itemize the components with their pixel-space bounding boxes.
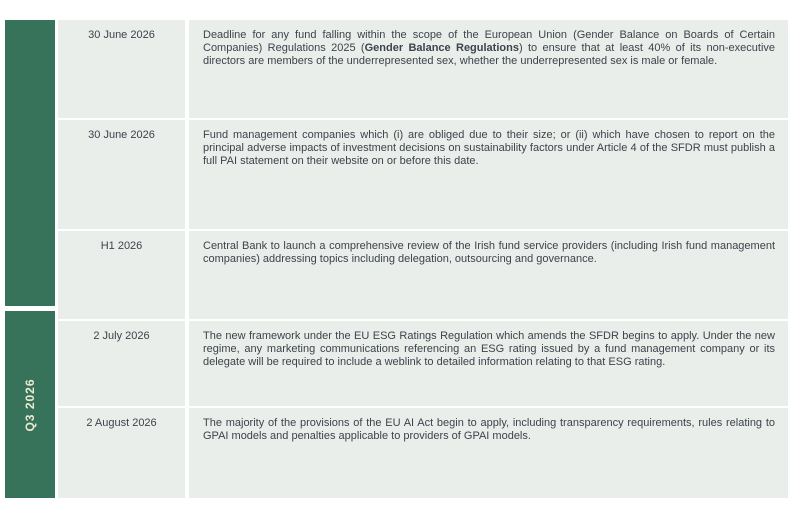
description-text: The majority of the provisions of the EU… — [203, 417, 775, 442]
description-cell: Central Bank to launch a comprehensive r… — [189, 231, 788, 319]
table-row: H1 2026 Central Bank to launch a compreh… — [58, 231, 788, 319]
description-text: The new framework under the EU ESG Ratin… — [203, 330, 775, 368]
table-row: 2 August 2026 The majority of the provis… — [58, 408, 788, 498]
date-cell: 30 June 2026 — [58, 120, 185, 229]
description-cell: Deadline for any fund falling within the… — [189, 20, 788, 118]
table-row: 2 July 2026 The new framework under the … — [58, 321, 788, 406]
description-text: Deadline for any fund falling within the… — [203, 29, 775, 54]
date-cell: 30 June 2026 — [58, 20, 185, 118]
description-cell: The majority of the provisions of the EU… — [189, 408, 788, 498]
description-bold-text: Gender Balance Regulations — [364, 42, 519, 54]
description-text: Fund management companies which (i) are … — [203, 129, 775, 167]
quarter-block-upper — [5, 20, 55, 306]
table-row: 30 June 2026 Deadline for any fund falli… — [58, 20, 788, 118]
description-text: ) to ensure that at least 40% of its non… — [203, 42, 776, 67]
description-cell: Fund management companies which (i) are … — [189, 120, 788, 229]
date-cell: 2 August 2026 — [58, 408, 185, 498]
quarter-label: Q3 2026 — [23, 377, 37, 432]
description-cell: The new framework under the EU ESG Ratin… — [189, 321, 788, 406]
date-cell: H1 2026 — [58, 231, 185, 319]
description-text: Central Bank to launch a comprehensive r… — [203, 240, 775, 265]
table-row: 30 June 2026 Fund management companies w… — [58, 120, 788, 229]
quarter-block-q3: Q3 2026 — [5, 311, 55, 498]
date-cell: 2 July 2026 — [58, 321, 185, 406]
